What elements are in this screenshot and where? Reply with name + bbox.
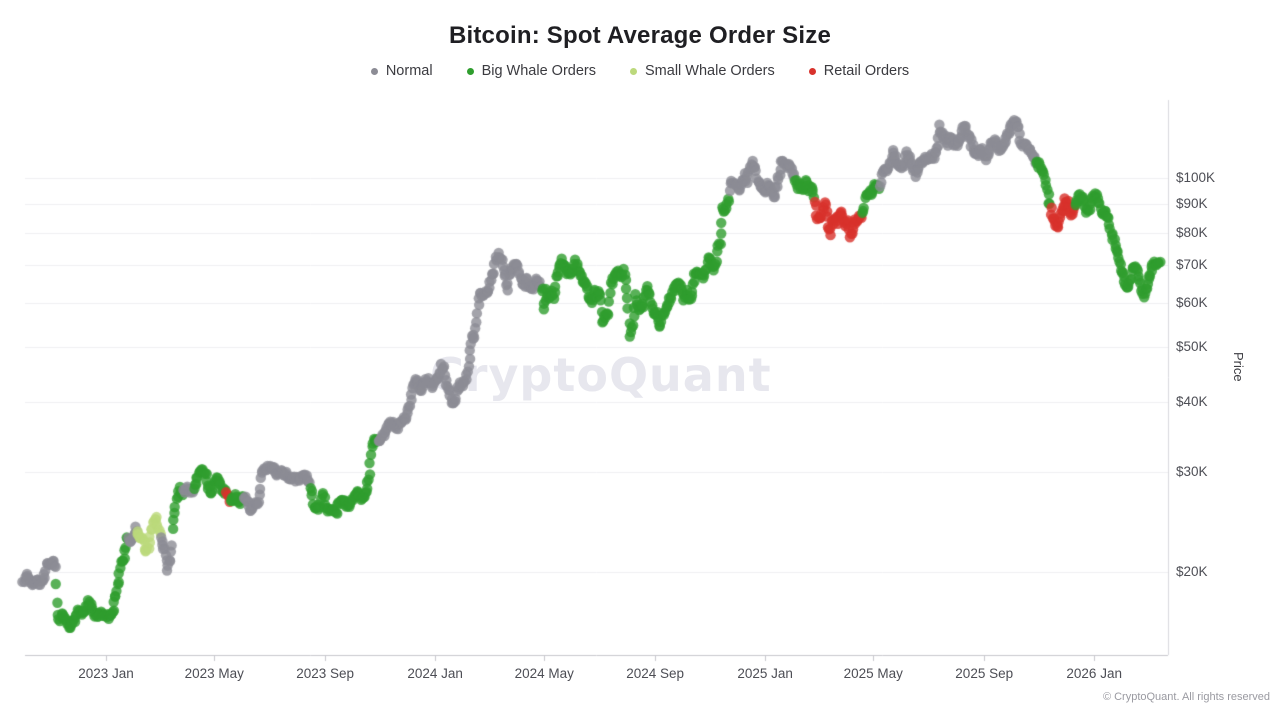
y-tick-label: $70K [1176, 257, 1208, 273]
y-tick-label: $50K [1176, 339, 1208, 355]
y-tick-label: $80K [1176, 224, 1208, 240]
x-tick-label: 2025 May [843, 666, 903, 681]
x-tick-label: 2025 Sep [955, 666, 1014, 681]
x-tick-label: 2023 Sep [296, 666, 355, 681]
y-axis-title: Price [1231, 352, 1246, 382]
y-tick-label: $20K [1176, 563, 1208, 579]
x-tick-label: 2024 Jan [407, 666, 463, 681]
x-tick-label: 2023 May [184, 666, 244, 681]
x-tick-label: 2026 Jan [1066, 666, 1122, 681]
y-tick-label: $40K [1176, 394, 1208, 410]
y-tick-label: $30K [1176, 464, 1208, 480]
y-tick-label: $90K [1176, 195, 1208, 211]
y-tick-label: $60K [1176, 294, 1208, 310]
x-tick-label: 2024 Sep [626, 666, 685, 681]
y-tick-label: $100K [1176, 170, 1216, 185]
copyright-notice: © CryptoQuant. All rights reserved [1102, 691, 1270, 703]
x-tick-label: 2024 May [514, 666, 574, 681]
x-tick-label: 2023 Jan [78, 666, 134, 681]
x-tick-label: 2025 Jan [737, 666, 793, 681]
